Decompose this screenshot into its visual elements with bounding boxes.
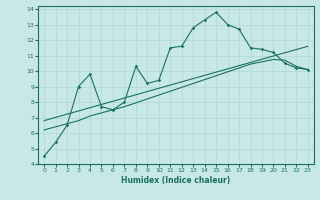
X-axis label: Humidex (Indice chaleur): Humidex (Indice chaleur)	[121, 176, 231, 185]
